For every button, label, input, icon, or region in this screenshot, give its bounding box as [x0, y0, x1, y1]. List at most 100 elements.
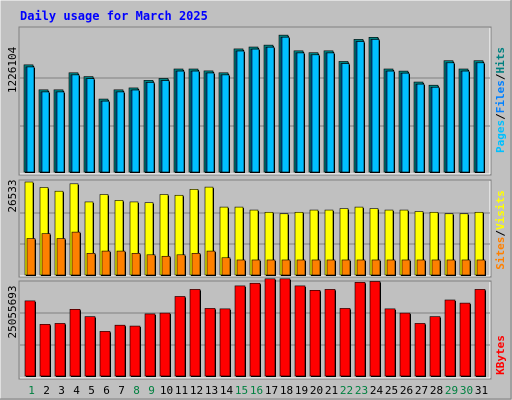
bar-kbytes-day-13 — [204, 308, 216, 377]
bar-pages-day-18 — [281, 36, 290, 173]
x-tick-label-day-6: 6 — [103, 384, 110, 397]
bar-sites-day-28 — [431, 259, 441, 276]
bar-kbytes-day-1 — [24, 300, 36, 377]
x-tick-label-day-24: 24 — [370, 384, 384, 397]
x-tick-label-day-7: 7 — [118, 384, 125, 397]
bar-kbytes-day-3 — [54, 323, 66, 377]
bar-pages-day-5 — [86, 78, 95, 173]
legend-mid: Sites/Visits — [494, 190, 507, 270]
bar-pages-day-9 — [146, 82, 155, 173]
bar-sites-day-11 — [176, 254, 186, 276]
bar-sites-day-4 — [71, 231, 81, 276]
bar-pages-day-13 — [206, 72, 215, 173]
x-tick-label-day-27: 27 — [415, 384, 428, 397]
legend-pages: Pages — [494, 120, 507, 153]
bar-kbytes-day-20 — [309, 289, 321, 377]
bar-kbytes-day-31 — [474, 289, 486, 377]
bar-pages-day-25 — [386, 70, 395, 173]
legend-files: Files — [494, 80, 507, 113]
x-tick-label-day-3: 3 — [58, 384, 65, 397]
bar-sites-day-12 — [191, 253, 201, 276]
bar-kbytes-day-24 — [369, 281, 381, 377]
bar-pages-day-29 — [446, 62, 455, 173]
bar-pages-day-26 — [401, 72, 410, 173]
x-tick-label-day-8: 8 — [133, 384, 140, 397]
x-tick-label-day-19: 19 — [295, 384, 308, 397]
bar-kbytes-day-28 — [429, 316, 441, 377]
x-tick-label-day-30: 30 — [460, 384, 473, 397]
bar-pages-day-21 — [326, 52, 335, 173]
bar-sites-day-25 — [386, 259, 396, 276]
bar-sites-day-3 — [56, 238, 66, 276]
bar-pages-day-27 — [416, 83, 425, 173]
bar-pages-day-3 — [56, 91, 65, 173]
bar-sites-day-15 — [236, 259, 246, 276]
bar-sites-day-9 — [146, 254, 156, 276]
bar-sites-day-22 — [341, 259, 351, 276]
bar-sites-day-8 — [131, 253, 141, 276]
bar-pages-day-7 — [116, 91, 125, 173]
bar-sites-day-31 — [476, 259, 486, 276]
bar-kbytes-day-15 — [234, 285, 246, 377]
bar-kbytes-day-2 — [39, 324, 51, 377]
bar-pages-day-10 — [161, 80, 170, 173]
bar-pages-day-8 — [131, 89, 140, 173]
bar-kbytes-day-23 — [354, 282, 366, 377]
bar-pages-day-24 — [371, 39, 380, 173]
x-tick-label-day-11: 11 — [175, 384, 188, 397]
bar-kbytes-day-5 — [84, 316, 96, 377]
bar-kbytes-day-6 — [99, 331, 111, 377]
bar-kbytes-day-19 — [294, 285, 306, 377]
bar-kbytes-day-25 — [384, 308, 396, 377]
bar-sites-day-1 — [26, 238, 36, 276]
bar-pages-day-15 — [236, 50, 245, 173]
bar-sites-day-18 — [281, 259, 291, 276]
x-tick-label-day-1: 1 — [28, 384, 35, 397]
bar-sites-day-13 — [206, 250, 216, 276]
x-tick-label-day-9: 9 — [148, 384, 155, 397]
x-tick-label-day-26: 26 — [400, 384, 413, 397]
bar-pages-day-1 — [26, 66, 35, 173]
bar-kbytes-day-12 — [189, 289, 201, 377]
legend-kbytes: KBytes — [494, 335, 507, 375]
bar-kbytes-day-26 — [399, 312, 411, 377]
bar-kbytes-day-22 — [339, 308, 351, 377]
bar-pages-day-17 — [266, 46, 275, 173]
x-tick-label-day-21: 21 — [325, 384, 338, 397]
top-max-label: 1226104 — [6, 46, 19, 93]
bar-pages-day-19 — [296, 52, 305, 173]
bar-sites-day-26 — [401, 259, 411, 276]
legend-hits: Hits — [494, 47, 507, 74]
x-tick-label-day-18: 18 — [280, 384, 293, 397]
bar-sites-day-17 — [266, 259, 276, 276]
x-tick-label-day-12: 12 — [190, 384, 203, 397]
legend-bottom: KBytes — [494, 335, 507, 375]
bottom-max-label: 25055693 — [6, 286, 19, 339]
bar-pages-day-4 — [71, 74, 80, 173]
x-tick-label-day-22: 22 — [340, 384, 353, 397]
bar-sites-day-29 — [446, 259, 456, 276]
x-tick-label-day-23: 23 — [355, 384, 368, 397]
bar-kbytes-day-29 — [444, 299, 456, 377]
bar-kbytes-day-30 — [459, 302, 471, 377]
bar-sites-day-10 — [161, 255, 171, 276]
x-tick-label-day-13: 13 — [205, 384, 218, 397]
bar-sites-day-20 — [311, 259, 321, 276]
x-tick-label-day-2: 2 — [43, 384, 50, 397]
bar-pages-day-12 — [191, 70, 200, 173]
bar-pages-day-20 — [311, 54, 320, 173]
bar-kbytes-day-17 — [264, 278, 276, 377]
bar-sites-day-14 — [221, 257, 231, 276]
x-tick-label-day-16: 16 — [250, 384, 263, 397]
bar-kbytes-day-7 — [114, 324, 126, 377]
bar-kbytes-day-27 — [414, 323, 426, 377]
bar-sites-day-30 — [461, 259, 471, 276]
x-tick-label-day-4: 4 — [73, 384, 80, 397]
x-tick-label-day-5: 5 — [88, 384, 95, 397]
bar-pages-day-14 — [221, 74, 230, 173]
mid-max-label: 26533 — [6, 179, 19, 212]
bar-sites-day-21 — [326, 259, 336, 276]
x-tick-label-day-20: 20 — [310, 384, 323, 397]
bar-pages-day-16 — [251, 48, 260, 173]
